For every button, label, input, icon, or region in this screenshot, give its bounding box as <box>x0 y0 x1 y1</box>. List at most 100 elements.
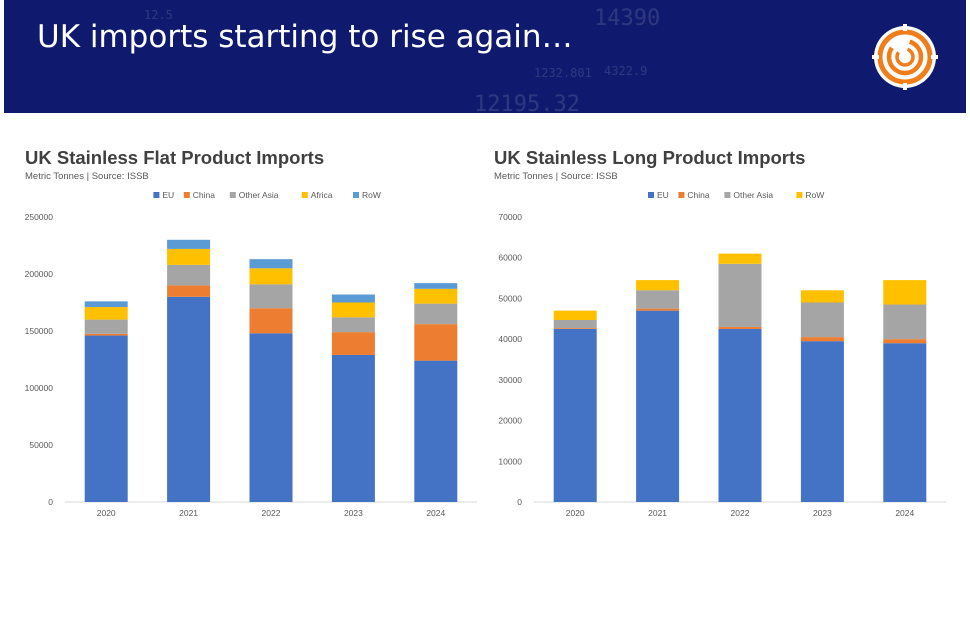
y-tick-label: 50000 <box>29 440 53 450</box>
bar-segment <box>636 310 680 502</box>
legend-swatch <box>301 192 308 198</box>
bar-segment <box>249 259 293 269</box>
x-tick-label: 2024 <box>895 508 914 518</box>
flat-imports-chart: UK Stainless Flat Product Imports Metric… <box>25 140 485 530</box>
bar-segment <box>800 290 844 303</box>
bar-segment <box>167 296 211 502</box>
y-tick-label: 0 <box>48 497 53 507</box>
legend-label: Other Asia <box>239 190 279 200</box>
bar-segment <box>331 354 375 502</box>
title-banner: 14390 12195.32 12.5 1232.801 4322.9 UK i… <box>4 0 966 113</box>
banner-decor-number: 4322.9 <box>604 64 648 78</box>
legend-swatch <box>229 192 236 198</box>
banner-decor-number: 12195.32 <box>474 92 580 113</box>
bar-segment <box>331 302 375 318</box>
y-tick-label: 70000 <box>498 212 522 222</box>
x-tick-label: 2021 <box>648 508 667 518</box>
chart-subtitle: Metric Tonnes | Source: ISSB <box>494 171 618 182</box>
bar-segment <box>331 317 375 333</box>
y-tick-label: 60000 <box>498 253 522 263</box>
bar-segment <box>167 264 211 286</box>
page-title: UK imports starting to rise again… <box>37 19 573 55</box>
y-tick-label: 150000 <box>25 326 53 336</box>
long-imports-plot: 0 10000 20000 30000 40000 50000 60000 70000 2020… <box>498 190 946 518</box>
bar-segment <box>414 360 458 502</box>
bar-segment <box>249 333 293 502</box>
circular-target-logo-icon <box>872 24 938 90</box>
bar-segment <box>800 341 844 502</box>
legend-label: RoW <box>362 190 381 200</box>
bar-segment <box>636 280 680 291</box>
x-tick-label: 2020 <box>566 508 585 518</box>
bar-segment <box>883 343 927 502</box>
bar-segment <box>414 324 458 361</box>
chart-title: UK Stainless Flat Product Imports <box>25 147 325 168</box>
y-tick-label: 100000 <box>25 383 53 393</box>
legend-label: Africa <box>311 190 333 200</box>
x-tick-label: 2022 <box>262 508 281 518</box>
x-tick-label: 2024 <box>426 508 445 518</box>
bar-segment <box>553 320 597 329</box>
y-tick-label: 0 <box>517 497 522 507</box>
chart-title: UK Stainless Long Product Imports <box>494 147 806 168</box>
banner-decor-number: 1232.801 <box>534 66 592 80</box>
chart-subtitle: Metric Tonnes | Source: ISSB <box>25 171 149 182</box>
legend-swatch <box>648 192 654 198</box>
legend-label: Other Asia <box>733 190 773 200</box>
flat-imports-plot: 0 50000 100000 150000 200000 250000 2020 2021 20… <box>25 190 477 518</box>
bar-segment <box>800 337 844 342</box>
legend-label: China <box>193 190 215 200</box>
bar-segment <box>84 307 128 320</box>
bar-segment <box>414 288 458 304</box>
bar-segment <box>553 328 597 502</box>
bar-segment <box>553 310 597 321</box>
legend-swatch <box>796 192 803 198</box>
y-tick-label: 250000 <box>25 212 53 222</box>
x-tick-label: 2023 <box>813 508 832 518</box>
bar-segment <box>636 290 680 309</box>
legend-label: EU <box>657 190 669 200</box>
legend-label: EU <box>162 190 174 200</box>
long-imports-chart: UK Stainless Long Product Imports Metric… <box>494 140 954 530</box>
legend-swatch <box>153 192 160 198</box>
bar-segment <box>167 285 211 297</box>
legend-swatch <box>678 192 685 198</box>
bar-segment <box>414 283 458 289</box>
bar-segment <box>883 280 927 305</box>
x-tick-label: 2021 <box>179 508 198 518</box>
bar-segment <box>249 284 293 309</box>
bar-segment <box>883 304 927 340</box>
y-tick-label: 40000 <box>498 334 522 344</box>
legend-label: China <box>687 190 709 200</box>
banner-decor-number: 14390 <box>594 6 661 31</box>
x-tick-label: 2023 <box>344 508 363 518</box>
bar-segment <box>553 328 597 329</box>
legend-swatch <box>353 192 359 198</box>
legend-label: RoW <box>805 190 824 200</box>
bar-segment <box>718 328 762 502</box>
y-tick-label: 200000 <box>25 269 53 279</box>
bar-segment <box>718 263 762 327</box>
bar-segment <box>331 332 375 355</box>
banner-decor-number: 12.5 <box>144 8 173 22</box>
bar-segment <box>84 319 128 334</box>
bar-segment <box>718 326 762 329</box>
y-tick-label: 10000 <box>498 456 522 466</box>
x-tick-label: 2020 <box>97 508 116 518</box>
bar-segment <box>636 308 680 311</box>
bar-segment <box>167 248 211 265</box>
bar-segment <box>249 308 293 334</box>
bar-segment <box>249 268 293 285</box>
bar-segment <box>84 301 128 308</box>
legend-swatch <box>724 192 731 198</box>
y-tick-label: 20000 <box>498 416 522 426</box>
bar-segment <box>331 294 375 303</box>
bar-segment <box>84 333 128 336</box>
bar-segment <box>84 335 128 502</box>
y-tick-label: 30000 <box>498 375 522 385</box>
y-tick-label: 50000 <box>498 293 522 303</box>
bar-segment <box>883 339 927 344</box>
bar-segment <box>414 303 458 325</box>
bar-segment <box>718 253 762 264</box>
legend-swatch <box>183 192 190 198</box>
